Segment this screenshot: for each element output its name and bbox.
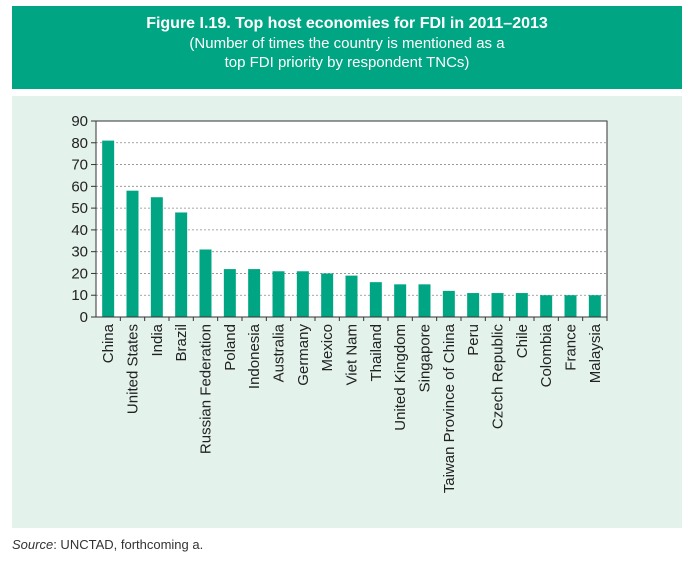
bar — [540, 295, 553, 317]
x-tick-label: Thailand — [368, 324, 385, 382]
x-tick-label: Taiwan Province of China — [441, 323, 458, 493]
bar — [394, 284, 407, 317]
bar — [175, 212, 188, 317]
x-tick-label: Mexico — [319, 324, 336, 372]
figure-subtitle-line2: top FDI priority by respondent TNCs) — [224, 54, 470, 71]
plot-frame — [95, 120, 608, 318]
x-tick-label: Colombia — [538, 323, 555, 387]
bar — [321, 273, 334, 317]
figure-header: Figure I.19. Top host economies for FDI … — [12, 6, 682, 89]
source-note: Source: UNCTAD, forthcoming a. — [12, 537, 203, 552]
bar — [126, 190, 139, 317]
x-tick-label: Australia — [271, 323, 288, 382]
bar — [272, 271, 285, 317]
x-tick-label: China — [100, 323, 117, 363]
x-tick-label: Brazil — [173, 324, 190, 362]
x-tick-label: Malaysia — [587, 323, 604, 383]
y-tick-label: 30 — [71, 244, 88, 261]
x-tick-label: Czech Republic — [490, 324, 507, 430]
x-tick-label: Indonesia — [246, 323, 263, 389]
bar — [223, 269, 236, 317]
bar — [515, 293, 528, 317]
figure-title: Figure I.19. Top host economies for FDI … — [146, 15, 548, 32]
y-tick-label: 70 — [71, 157, 88, 174]
y-tick-label: 0 — [80, 309, 88, 326]
bar — [102, 140, 115, 317]
x-tick-label: Viet Nam — [344, 324, 361, 385]
bar — [369, 282, 382, 317]
x-tick-label: United Kingdom — [392, 324, 409, 431]
y-tick-label: 40 — [71, 222, 88, 239]
bar — [491, 293, 504, 317]
bar — [442, 290, 455, 317]
x-tick-label: Poland — [222, 324, 239, 371]
x-tick-label: Singapore — [417, 324, 434, 392]
source-text: : UNCTAD, forthcoming a. — [53, 537, 204, 552]
bar — [588, 295, 601, 317]
x-tick-label: United States — [125, 324, 142, 414]
bar-chart: 0 10 20 30 40 50 60 70 80 90 China United States Ind… — [71, 113, 608, 493]
x-tick-label: Russian Federation — [198, 324, 215, 454]
bar — [248, 269, 261, 317]
y-tick-label: 60 — [71, 178, 88, 195]
y-tick-label: 50 — [71, 200, 88, 217]
chart-panel: 0 10 20 30 40 50 60 70 80 90 China United States Ind… — [12, 96, 682, 528]
bar — [345, 275, 358, 317]
x-tick-label: India — [149, 323, 166, 356]
bar — [418, 284, 431, 317]
bar — [467, 293, 480, 317]
x-tick-label: France — [563, 324, 580, 371]
y-tick-label: 10 — [71, 287, 88, 304]
y-tick-label: 90 — [71, 113, 88, 130]
bar — [150, 197, 163, 317]
bar — [199, 249, 212, 317]
x-tick-label: Peru — [465, 324, 482, 356]
source-label: Source — [12, 537, 54, 552]
bar — [564, 295, 577, 317]
y-tick-label: 80 — [71, 135, 88, 152]
x-tick-label: Chile — [514, 324, 531, 358]
bar — [296, 271, 309, 317]
x-tick-label: Germany — [295, 324, 312, 386]
y-tick-label: 20 — [71, 265, 88, 282]
figure-subtitle-line1: (Number of times the country is mentione… — [189, 35, 505, 52]
